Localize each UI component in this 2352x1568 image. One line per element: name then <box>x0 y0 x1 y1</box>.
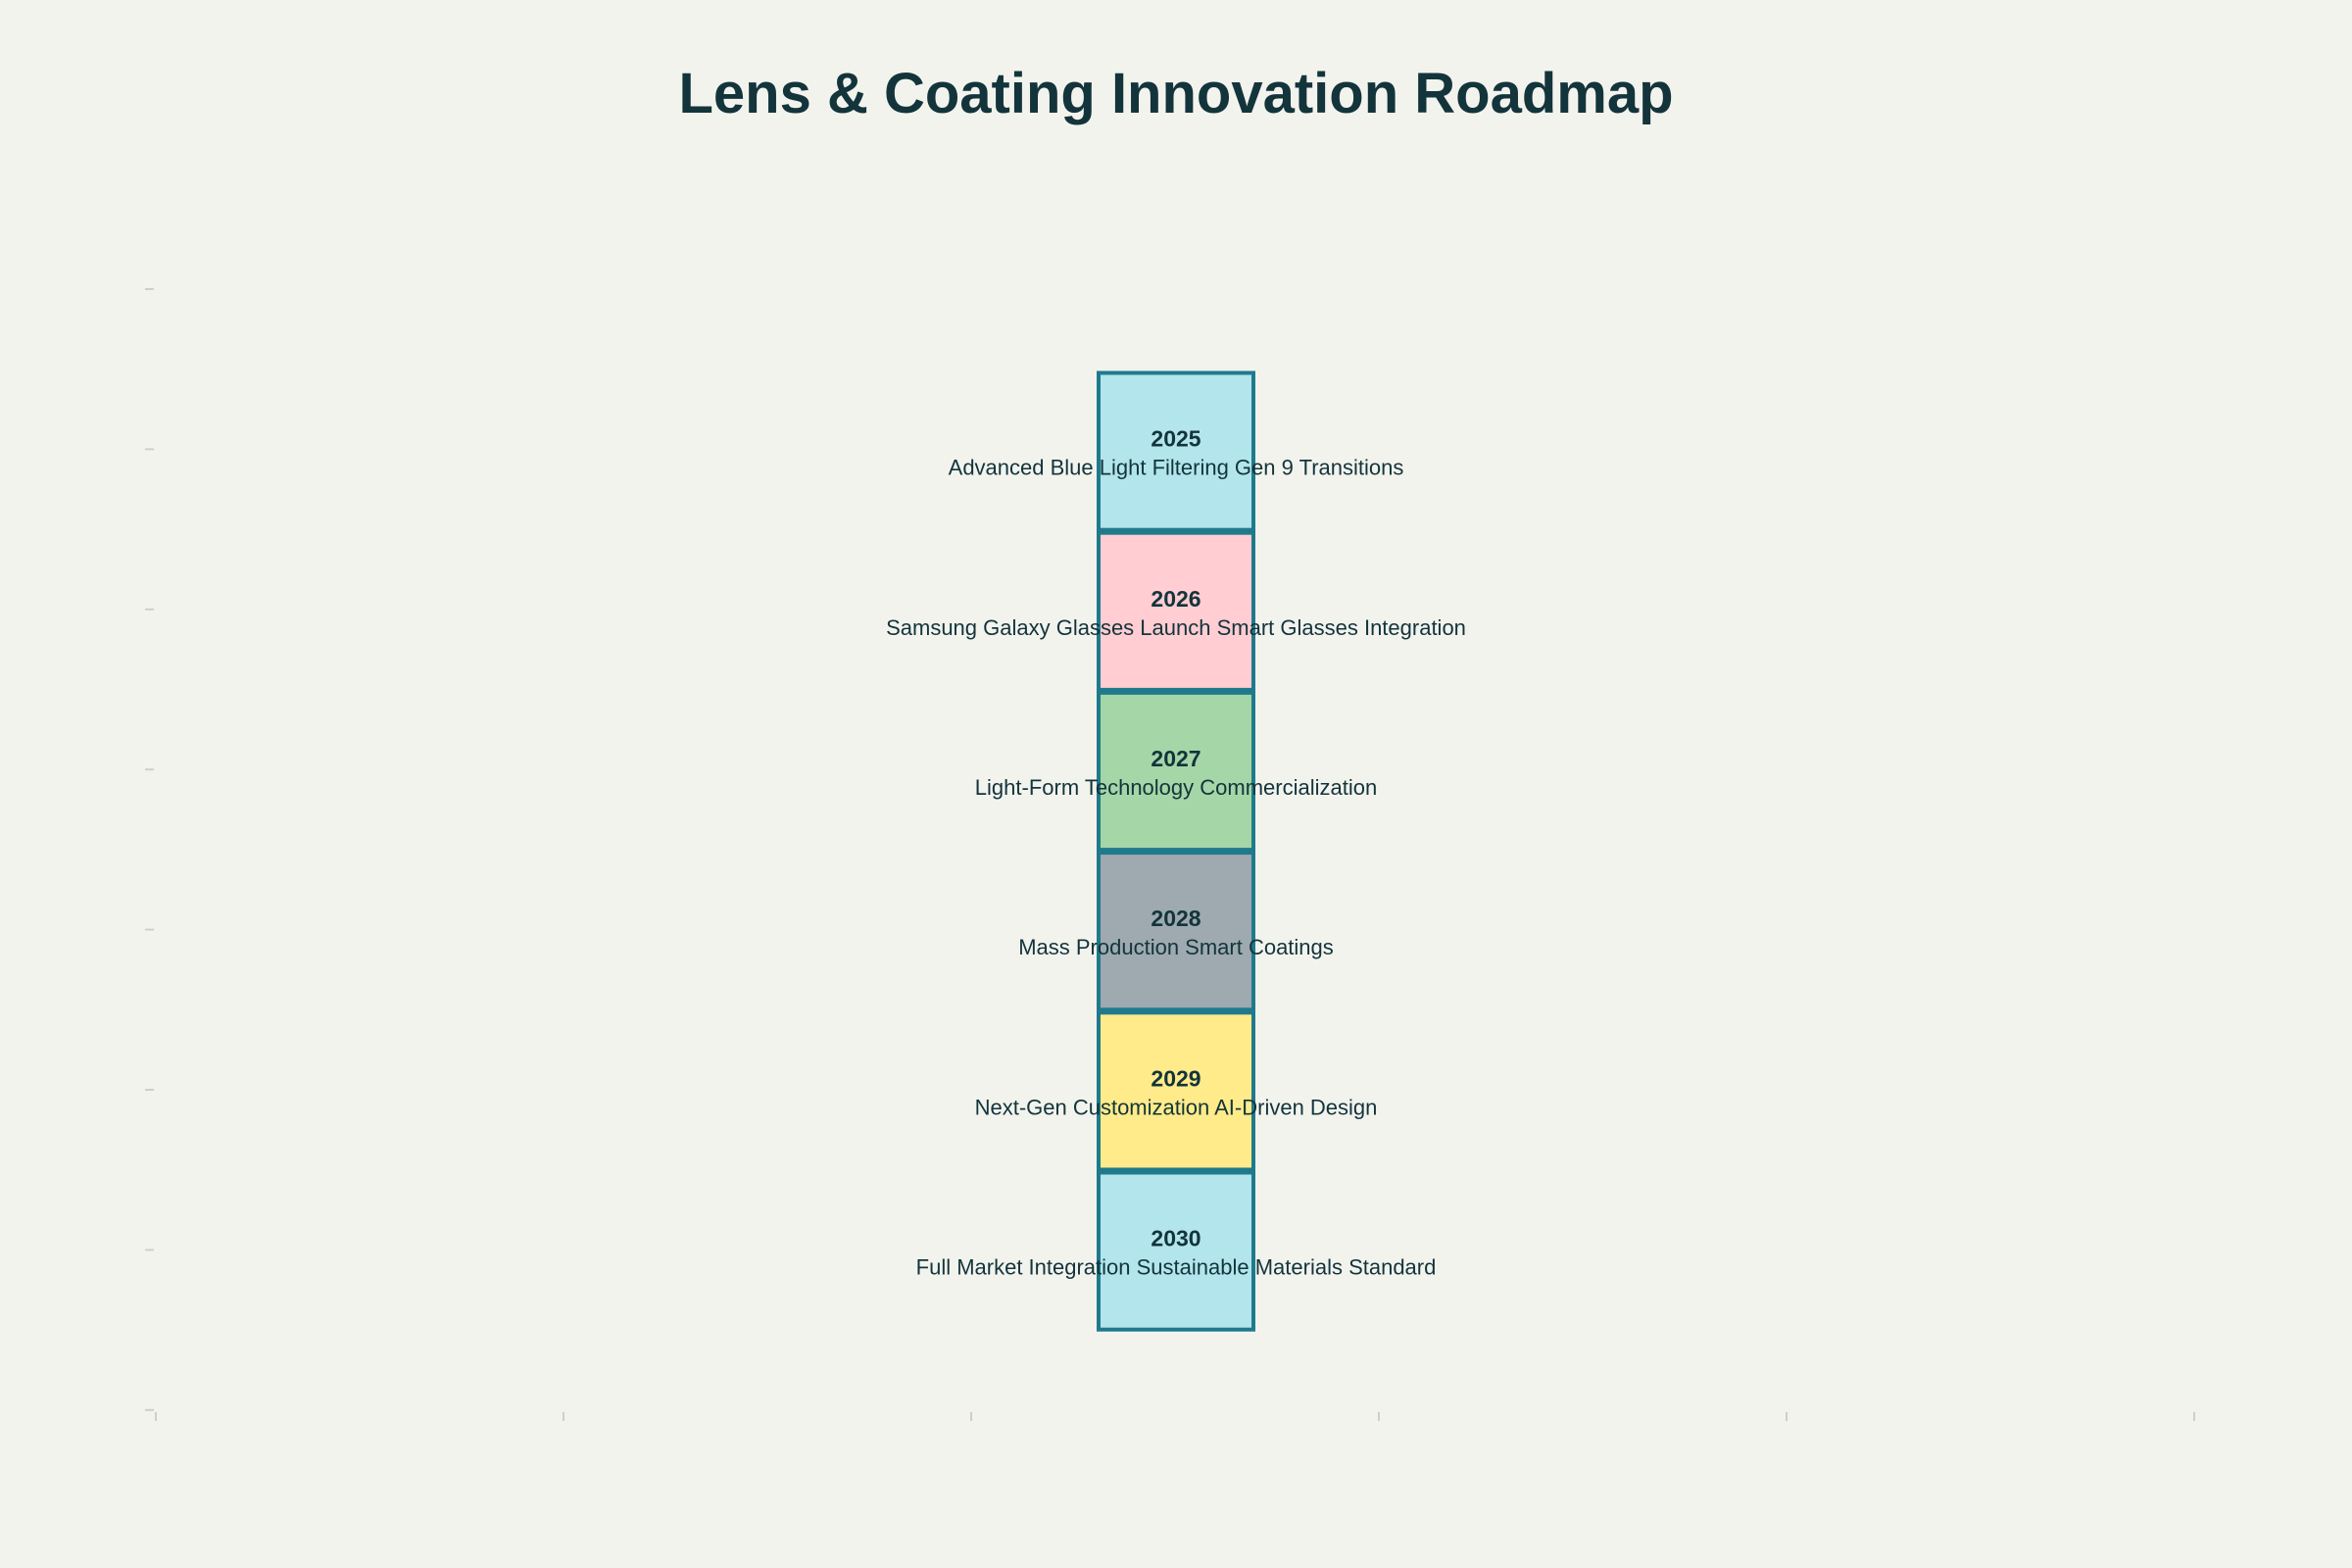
bar-2025 <box>1097 370 1255 532</box>
bar-2026 <box>1097 530 1255 692</box>
year-label: 2028 <box>1151 906 1200 931</box>
milestone-label: Samsung Galaxy Glasses Launch Smart Glas… <box>886 615 1466 640</box>
milestone-label: Full Market Integration Sustainable Mate… <box>916 1255 1437 1280</box>
year-label: 2029 <box>1151 1065 1200 1091</box>
bar-2030 <box>1097 1170 1255 1332</box>
year-label: 2030 <box>1151 1226 1200 1251</box>
milestone-label: Advanced Blue Light Filtering Gen 9 Tran… <box>949 456 1404 480</box>
milestone-label: Light-Form Technology Commercialization <box>975 775 1377 800</box>
milestone-label: Mass Production Smart Coatings <box>1018 935 1334 959</box>
chart-title: Lens & Coating Innovation Roadmap <box>678 62 1674 125</box>
year-label: 2027 <box>1151 746 1200 771</box>
year-label: 2025 <box>1151 426 1200 452</box>
bar-2028 <box>1097 851 1255 1012</box>
year-label: 2026 <box>1151 586 1200 612</box>
bar-2029 <box>1097 1010 1255 1172</box>
milestone-label: Next-Gen Customization AI-Driven Design <box>975 1095 1378 1119</box>
bar-2027 <box>1097 690 1255 853</box>
